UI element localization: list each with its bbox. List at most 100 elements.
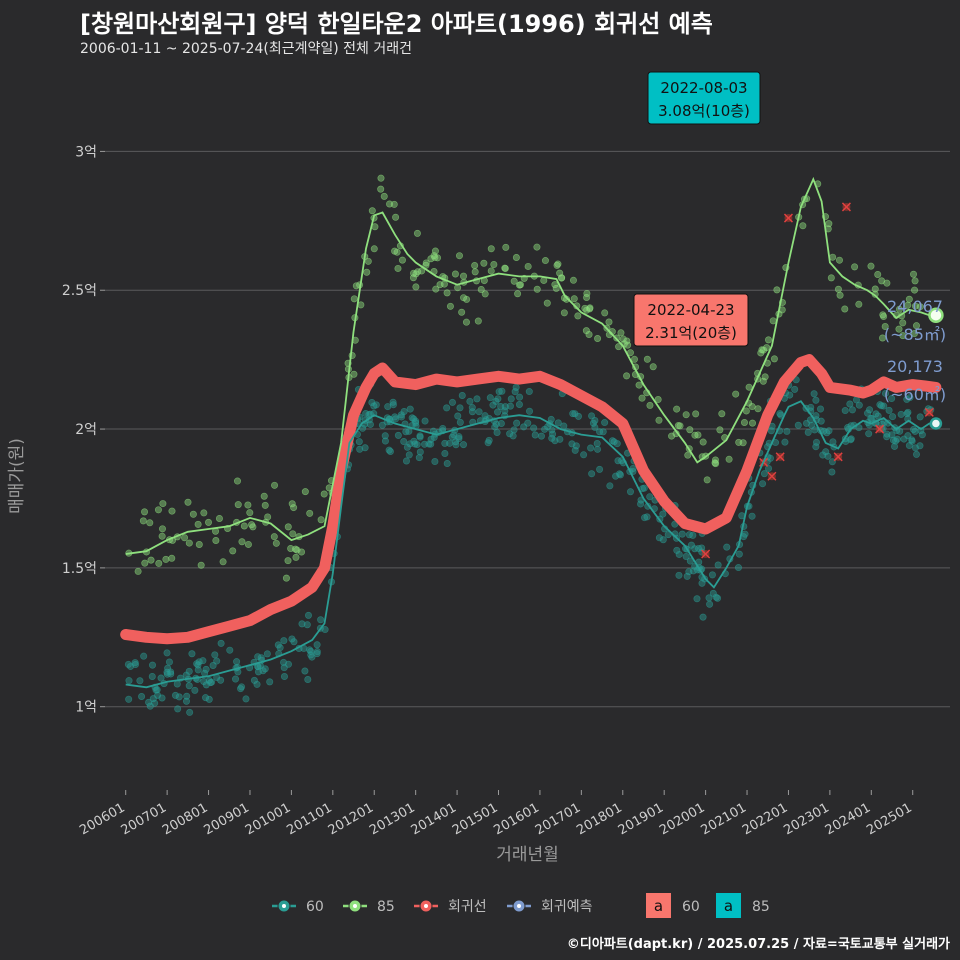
scatter-point-60 bbox=[405, 427, 413, 435]
scatter-point-85 bbox=[377, 185, 385, 193]
scatter-point-60 bbox=[823, 429, 831, 437]
scatter-point-85 bbox=[725, 455, 733, 463]
scatter-point-85 bbox=[154, 506, 162, 514]
scatter-point-85 bbox=[742, 407, 750, 415]
peak-label-value: 3.08억(10층) bbox=[658, 102, 750, 120]
scatter-point-85 bbox=[490, 261, 498, 269]
scatter-point-60 bbox=[274, 641, 282, 649]
scatter-point-60 bbox=[254, 668, 262, 676]
scatter-point-85 bbox=[248, 521, 256, 529]
scatter-point-60 bbox=[202, 665, 210, 673]
scatter-point-85 bbox=[895, 325, 903, 333]
scatter-point-85 bbox=[440, 280, 448, 288]
scatter-point-60 bbox=[151, 699, 159, 707]
scatter-point-85 bbox=[377, 174, 385, 182]
scatter-point-85 bbox=[146, 519, 154, 527]
x-tick-label: 201801 bbox=[574, 800, 624, 838]
scatter-point-85 bbox=[284, 523, 292, 531]
scatter-point-60 bbox=[416, 448, 424, 456]
scatter-point-85 bbox=[556, 269, 564, 277]
scatter-point-85 bbox=[413, 229, 421, 237]
legend-item-회귀선: 회귀선 bbox=[414, 899, 487, 915]
scatter-point-85 bbox=[455, 252, 463, 260]
scatter-point-60 bbox=[675, 550, 683, 558]
scatter-point-85 bbox=[501, 264, 509, 272]
scatter-point-60 bbox=[446, 439, 454, 447]
scatter-point-85 bbox=[759, 377, 767, 385]
scatter-point-60 bbox=[493, 428, 501, 436]
scatter-point-60 bbox=[485, 436, 493, 444]
series-lines bbox=[120, 176, 944, 689]
scatter-point-60 bbox=[846, 400, 854, 408]
scatter-point-60 bbox=[280, 637, 288, 645]
scatter-point-85 bbox=[754, 405, 762, 413]
scatter-point-60 bbox=[158, 694, 166, 702]
scatter-point-85 bbox=[292, 553, 300, 561]
scatter-point-60 bbox=[781, 438, 789, 446]
scatter-point-85 bbox=[836, 291, 844, 299]
scatter-point-85 bbox=[158, 525, 166, 533]
scatter-point-85 bbox=[867, 262, 875, 270]
scatter-point-60 bbox=[497, 420, 505, 428]
scatter-point-60 bbox=[317, 616, 325, 624]
scatter-point-60 bbox=[714, 561, 722, 569]
scatter-point-85 bbox=[635, 381, 643, 389]
scatter-point-60 bbox=[205, 695, 213, 703]
scatter-point-60 bbox=[186, 708, 194, 716]
scatter-point-85 bbox=[290, 504, 298, 512]
scatter-point-85 bbox=[541, 257, 549, 265]
scatter-point-85 bbox=[761, 373, 769, 381]
scatter-point-60 bbox=[400, 407, 408, 415]
scatter-point-85 bbox=[638, 394, 646, 402]
scatter-point-60 bbox=[640, 484, 648, 492]
scatter-point-85 bbox=[552, 284, 560, 292]
scatter-point-60 bbox=[165, 658, 173, 666]
scatter-point-60 bbox=[466, 397, 474, 405]
scatter-point-85 bbox=[234, 501, 242, 509]
scatter-point-60 bbox=[148, 672, 156, 680]
scatter-point-60 bbox=[171, 691, 179, 699]
scatter-point-60 bbox=[889, 436, 897, 444]
scatter-point-60 bbox=[475, 408, 483, 416]
scatter-point-85 bbox=[757, 349, 765, 357]
x-tick-label: 202301 bbox=[781, 800, 831, 838]
scatter-point-60 bbox=[301, 667, 309, 675]
scatter-point-85 bbox=[288, 500, 296, 508]
scatter-point-60 bbox=[889, 413, 897, 421]
scatter-point-60 bbox=[489, 401, 497, 409]
scatter-point-60 bbox=[548, 434, 556, 442]
scatter-point-60 bbox=[512, 383, 520, 391]
scatter-point-60 bbox=[659, 510, 667, 518]
scatter-point-60 bbox=[568, 440, 576, 448]
scatter-point-60 bbox=[448, 398, 456, 406]
scatter-point-60 bbox=[416, 432, 424, 440]
scatter-point-85 bbox=[512, 253, 520, 261]
scatter-point-60 bbox=[356, 445, 364, 453]
scatter-point-85 bbox=[427, 255, 435, 263]
scatter-point-60 bbox=[531, 431, 539, 439]
scatter-point-85 bbox=[911, 302, 919, 310]
forecast-point bbox=[929, 417, 943, 430]
scatter-point-85 bbox=[139, 517, 147, 525]
scatter-point-60 bbox=[594, 445, 602, 453]
scatter-point-60 bbox=[486, 394, 494, 402]
scatter-point-60 bbox=[916, 413, 924, 421]
scatter-point-60 bbox=[786, 391, 794, 399]
scatter-point-60 bbox=[473, 395, 481, 403]
scatter-point-60 bbox=[689, 531, 697, 539]
legend-key-60: a 60 bbox=[646, 893, 700, 918]
scatter-point-60 bbox=[386, 448, 394, 456]
scatter-point-85 bbox=[694, 431, 702, 439]
grid bbox=[105, 150, 950, 708]
scatter-point-60 bbox=[191, 686, 199, 694]
scatter-point-85 bbox=[560, 309, 568, 317]
legend-marker-dot bbox=[424, 904, 428, 908]
scatter-point-60 bbox=[188, 650, 196, 658]
scatter-point-85 bbox=[431, 253, 439, 261]
scatter-point-60 bbox=[876, 401, 884, 409]
outlier-x bbox=[875, 424, 885, 434]
scatter-point-60 bbox=[494, 408, 502, 416]
scatter-point-60 bbox=[506, 430, 514, 438]
x-tick-label: 202201 bbox=[740, 800, 790, 838]
scatter-point-85 bbox=[748, 419, 756, 427]
